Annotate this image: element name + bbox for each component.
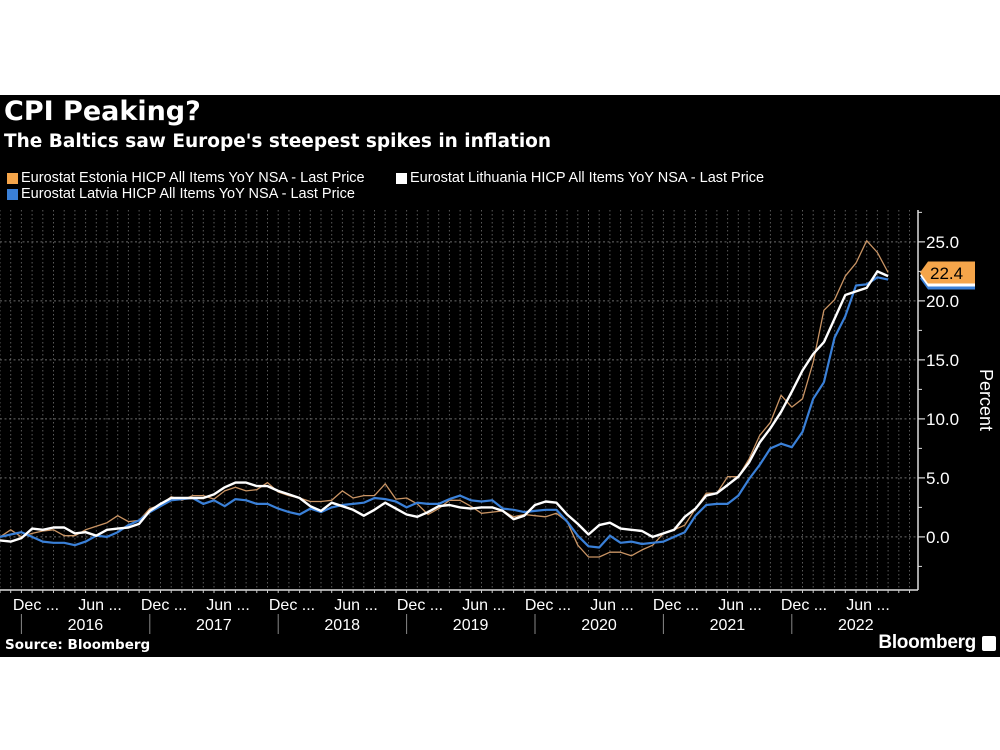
y-tick-label: 10.0	[926, 410, 959, 429]
x-tick-label: Dec ...	[781, 597, 827, 614]
series-line-latvia	[0, 276, 889, 549]
y-tick-label: 15.0	[926, 351, 959, 370]
x-tick-label: Jun ...	[718, 597, 762, 614]
series-line-estonia	[0, 240, 889, 558]
chart-panel	[0, 95, 1000, 657]
y-axis-label: Percent	[976, 369, 996, 431]
x-tick-label: Dec ...	[13, 597, 59, 614]
legend-swatch-estonia	[7, 172, 18, 184]
legend-label: Eurostat Latvia HICP All Items YoY NSA -…	[21, 186, 355, 202]
x-tick-label: Dec ...	[653, 597, 699, 614]
legend-swatch-latvia	[7, 188, 18, 200]
y-tick-label: 5.0	[926, 469, 950, 488]
x-tick-label: Jun ...	[846, 597, 890, 614]
x-tick-label: Dec ...	[525, 597, 571, 614]
x-tick-label: Jun ...	[462, 597, 506, 614]
x-tick-label: Jun ...	[334, 597, 378, 614]
x-tick-label: Jun ...	[590, 597, 634, 614]
y-tick-label: 20.0	[926, 292, 959, 311]
year-label: 2020	[581, 617, 617, 634]
chart-subtitle: The Baltics saw Europe's steepest spikes…	[4, 131, 552, 152]
year-label: 2022	[838, 617, 874, 634]
legend-label: Eurostat Estonia HICP All Items YoY NSA …	[21, 170, 365, 186]
last-value-flag-estonia	[920, 261, 975, 284]
year-label: 2016	[68, 617, 104, 634]
x-tick-label: Dec ...	[141, 597, 187, 614]
bloomberg-logo: Bloomberg	[878, 632, 996, 654]
chart-title: CPI Peaking?	[4, 96, 201, 127]
bar-chart-icon	[982, 635, 996, 651]
source-note: Source: Bloomberg	[5, 637, 151, 653]
legend-item-estonia: Eurostat Estonia HICP All Items YoY NSA …	[7, 170, 365, 186]
last-value-label: 22.4	[930, 264, 963, 283]
x-tick-label: Dec ...	[269, 597, 315, 614]
legend-label: Eurostat Lithuania HICP All Items YoY NS…	[410, 170, 765, 186]
year-label: 2019	[453, 617, 489, 634]
x-tick-label: Jun ...	[78, 597, 122, 614]
year-label: 2017	[196, 617, 232, 634]
legend-item-lithuania: Eurostat Lithuania HICP All Items YoY NS…	[396, 170, 764, 186]
logo-text: Bloomberg	[878, 632, 976, 653]
y-tick-label: 25.0	[926, 233, 959, 252]
legend-item-latvia: Eurostat Latvia HICP All Items YoY NSA -…	[7, 186, 355, 202]
legend-swatch-lithuania	[396, 172, 407, 184]
x-tick-label: Dec ...	[397, 597, 443, 614]
year-label: 2018	[324, 617, 360, 634]
year-label: 2021	[710, 617, 746, 634]
y-tick-label: 0.0	[926, 528, 950, 547]
series-line-lithuania	[0, 270, 889, 543]
x-tick-label: Jun ...	[206, 597, 250, 614]
